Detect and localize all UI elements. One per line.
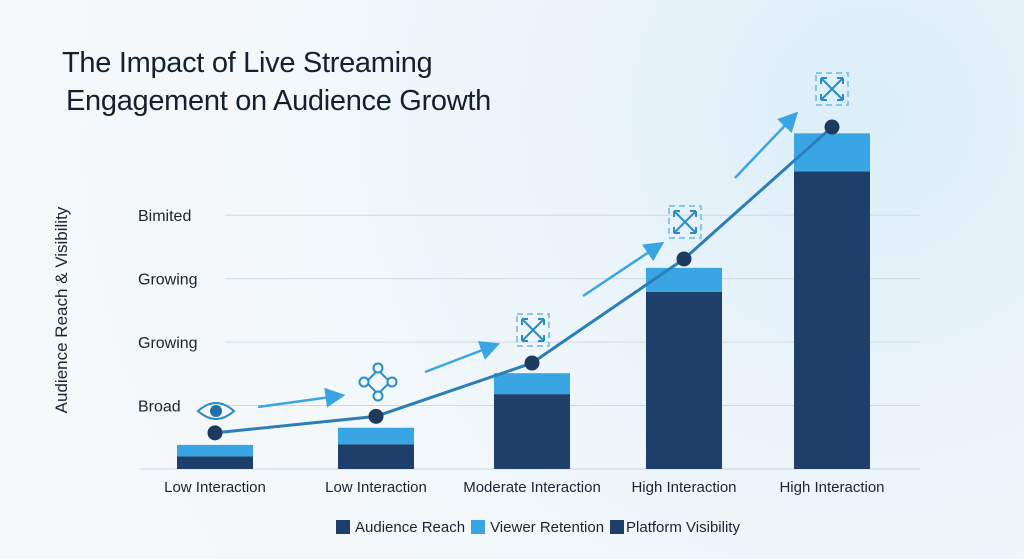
line-marker (207, 425, 223, 441)
network-lines (364, 368, 392, 396)
expand-icon (815, 72, 849, 106)
legend-swatch (471, 520, 486, 534)
legend-item-viewer-retention: Viewer Retention (471, 519, 604, 536)
bar-viewer-retention (794, 133, 870, 172)
bar-audience-reach (338, 444, 414, 469)
network-node (358, 376, 370, 388)
legend-label: Platform Visibility (626, 519, 740, 536)
title-line-2: Engagement on Audience Growth (66, 85, 491, 117)
y-tick-label: Bimited (138, 208, 191, 225)
legend-item-platform-visibility: Platform Visibility (610, 519, 740, 536)
chart-title: The Impact of Live Streaming Engagement … (62, 44, 491, 120)
x-tick-label: High Interaction (779, 479, 884, 496)
line-marker (524, 355, 540, 371)
expand-arrows (820, 77, 844, 101)
trend-arrow (257, 387, 346, 409)
eye-pupil (210, 405, 222, 417)
line-marker (368, 408, 384, 424)
legend-swatch (336, 520, 350, 534)
line-marker (824, 119, 840, 135)
trend-arrow (582, 241, 665, 298)
legend: Audience Reach Viewer Retention Platform… (336, 519, 740, 536)
x-tick-label: Low Interaction (325, 479, 427, 496)
title-line-1: The Impact of Live Streaming (62, 47, 433, 79)
eye-outline (196, 402, 236, 420)
expand-icon (516, 313, 550, 347)
expand-frame (516, 313, 550, 347)
trend-arrow (734, 111, 799, 179)
network-node (372, 362, 384, 374)
bar-audience-reach (177, 456, 253, 469)
expand-frame (815, 72, 849, 106)
expand-arrows (673, 210, 697, 234)
expand-frame (668, 205, 702, 239)
x-tick-label: Low Interaction (164, 479, 266, 496)
bar-audience-reach (494, 394, 570, 469)
x-tick-label: Moderate Interaction (463, 479, 601, 496)
legend-label: Audience Reach (355, 519, 466, 536)
network-node (372, 390, 384, 402)
x-tick-label: High Interaction (631, 479, 736, 496)
legend-label: Viewer Retention (490, 519, 605, 536)
expand-icon (668, 205, 702, 239)
expand-arrows (521, 318, 545, 342)
bar-audience-reach (646, 291, 722, 469)
network-icon (358, 362, 398, 402)
bar-viewer-retention (646, 267, 722, 292)
y-tick-label: Broad (138, 399, 181, 416)
bar-viewer-retention (338, 427, 414, 445)
trend-arrow (424, 341, 501, 374)
legend-swatch (610, 520, 625, 534)
y-tick-label: Growing (138, 272, 198, 289)
bar-viewer-retention (494, 373, 570, 395)
y-tick-label: Growing (138, 335, 198, 352)
bar-audience-reach (794, 171, 870, 469)
eye-icon (196, 402, 236, 420)
bar-viewer-retention (177, 444, 253, 457)
legend-item-audience-reach: Audience Reach (336, 519, 465, 536)
network-node (386, 376, 398, 388)
line-marker (676, 251, 692, 267)
